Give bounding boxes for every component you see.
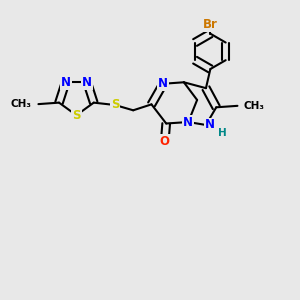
Text: N: N [82,76,92,89]
Text: Br: Br [203,18,218,32]
Text: N: N [205,118,214,131]
Text: CH₃: CH₃ [11,99,32,109]
Text: S: S [72,109,81,122]
Text: O: O [160,135,170,148]
Text: CH₃: CH₃ [244,101,265,111]
Text: N: N [61,76,71,89]
Text: N: N [183,116,193,128]
Text: N: N [158,77,168,90]
Text: H: H [218,128,226,138]
Text: S: S [111,98,119,112]
